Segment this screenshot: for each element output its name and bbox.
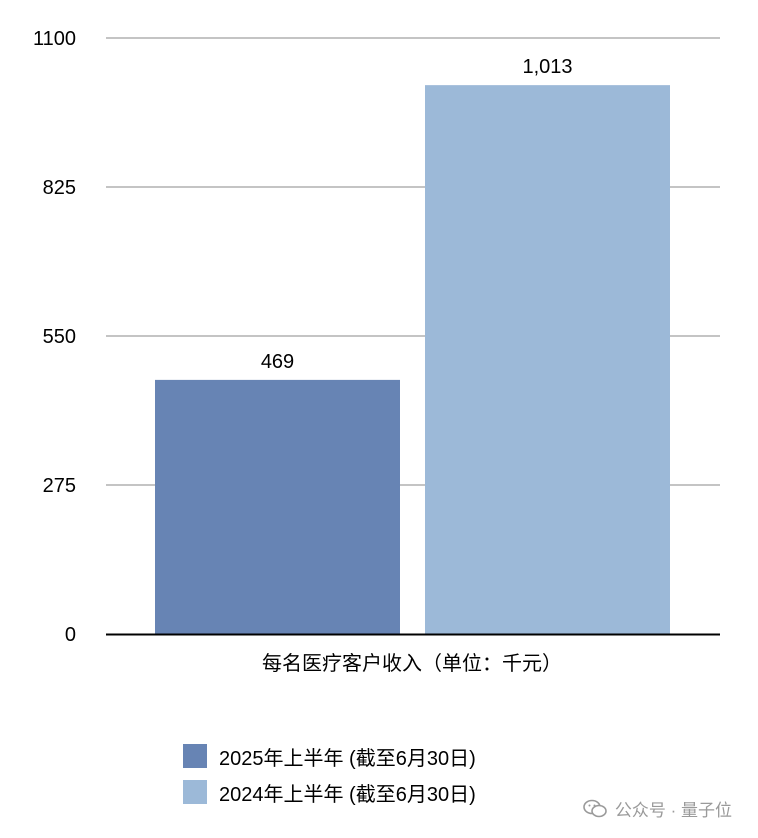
bar-0 (155, 379, 400, 634)
legend-label-2025: 2025年上半年 (截至6月30日) (219, 747, 476, 770)
watermark-text: 公众号 · 量子位 (614, 801, 732, 820)
bar-chart: 0 275 550 825 1100 469 1,013 每名医疗客户收入（单位：千元） (33, 28, 720, 675)
legend-item-2024: 2024年上半年 (截至6月30日) (183, 774, 476, 810)
data-label-0: 469 (261, 351, 294, 373)
y-tick-label: 550 (43, 326, 76, 348)
legend-item-2025: 2025年上半年 (截至6月30日) (183, 738, 476, 774)
data-labels: 469 1,013 (261, 56, 573, 373)
data-label-1: 1,013 (522, 56, 572, 78)
legend-swatch-2025 (183, 744, 207, 768)
legend-label-2024: 2024年上半年 (截至6月30日) (219, 783, 476, 806)
wechat-icon (583, 799, 607, 817)
y-tick-label: 1100 (33, 28, 76, 50)
y-axis-tick-labels: 0 275 550 825 1100 (33, 28, 76, 646)
watermark: 公众号 · 量子位 (583, 796, 732, 821)
legend-swatch-2024 (183, 780, 207, 804)
bars (155, 85, 670, 634)
bar-1 (425, 85, 670, 634)
legend: 2025年上半年 (截至6月30日) 2024年上半年 (截至6月30日) (183, 738, 476, 810)
y-tick-label: 275 (43, 475, 76, 497)
x-category-label: 每名医疗客户收入（单位：千元） (262, 652, 562, 675)
y-tick-label: 825 (43, 177, 76, 199)
y-tick-label: 0 (65, 624, 76, 646)
